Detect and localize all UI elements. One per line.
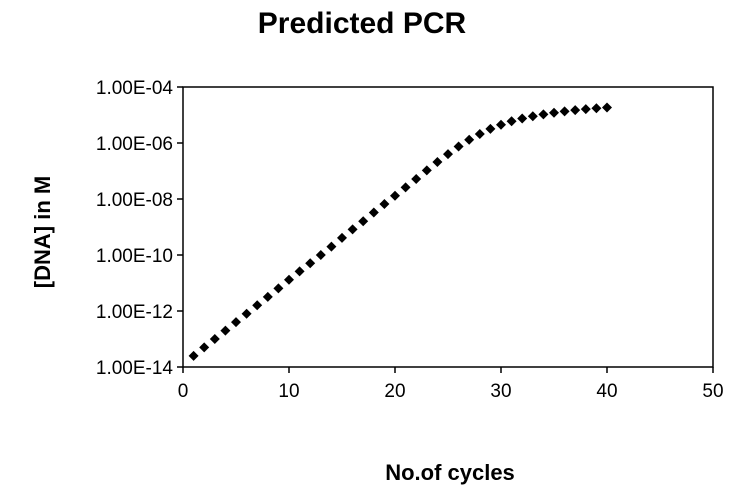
data-point <box>273 283 284 294</box>
y-axis-ticks: 1.00E-14 1.00E-12 1.00E-10 1.00E-08 1.00E-06… <box>96 78 183 379</box>
y-tick-label: 1.00E-14 <box>96 358 174 379</box>
data-point <box>453 141 464 152</box>
x-tick-label: 40 <box>596 381 617 402</box>
data-point <box>432 156 443 167</box>
data-point <box>209 334 220 344</box>
data-point <box>549 107 559 118</box>
data-point <box>400 182 411 193</box>
data-point <box>390 190 400 201</box>
data-point <box>231 317 241 328</box>
x-tick-label: 0 <box>178 381 189 402</box>
data-point <box>305 258 316 269</box>
data-point <box>591 103 602 114</box>
data-point <box>252 300 263 311</box>
data-point <box>262 291 273 302</box>
x-tick-label: 20 <box>384 381 405 402</box>
x-tick-label: 30 <box>490 381 511 402</box>
data-point <box>358 216 369 227</box>
data-point <box>559 106 570 117</box>
data-point <box>485 123 496 134</box>
data-point <box>220 325 231 336</box>
data-point <box>379 199 390 210</box>
data-point <box>315 250 326 260</box>
data-point <box>580 104 591 115</box>
x-tick-label: 50 <box>702 381 723 402</box>
data-point <box>506 116 517 127</box>
data-point <box>284 274 294 285</box>
y-tick-label: 1.00E-06 <box>96 134 173 155</box>
data-point <box>570 105 581 116</box>
data-point <box>496 119 506 130</box>
y-axis-title: [DNA] in M <box>30 176 55 288</box>
data-point <box>602 102 612 113</box>
y-tick-label: 1.00E-08 <box>96 190 173 211</box>
x-axis-ticks: 0 10 20 30 40 50 <box>178 367 724 402</box>
data-point <box>199 342 210 353</box>
data-point <box>294 266 305 277</box>
data-point <box>474 128 485 139</box>
data-point <box>347 224 358 235</box>
data-point <box>517 113 528 124</box>
data-point <box>188 350 199 361</box>
y-tick-label: 1.00E-04 <box>96 78 174 99</box>
data-point <box>538 109 549 120</box>
data-point <box>421 165 432 176</box>
data-point <box>464 134 475 145</box>
y-tick-label: 1.00E-12 <box>96 302 173 323</box>
data-point <box>527 111 538 122</box>
x-axis-title: No.of cycles <box>385 460 515 485</box>
data-point <box>411 173 422 184</box>
data-series <box>188 102 612 361</box>
data-point <box>443 149 453 160</box>
plot-frame <box>182 86 714 368</box>
y-tick-label: 1.00E-10 <box>96 246 173 267</box>
data-point <box>368 207 379 218</box>
data-point <box>337 232 347 243</box>
x-tick-label: 10 <box>278 381 299 402</box>
data-point <box>326 241 337 252</box>
data-point <box>241 308 252 319</box>
chart-title: Predicted PCR <box>258 7 467 40</box>
